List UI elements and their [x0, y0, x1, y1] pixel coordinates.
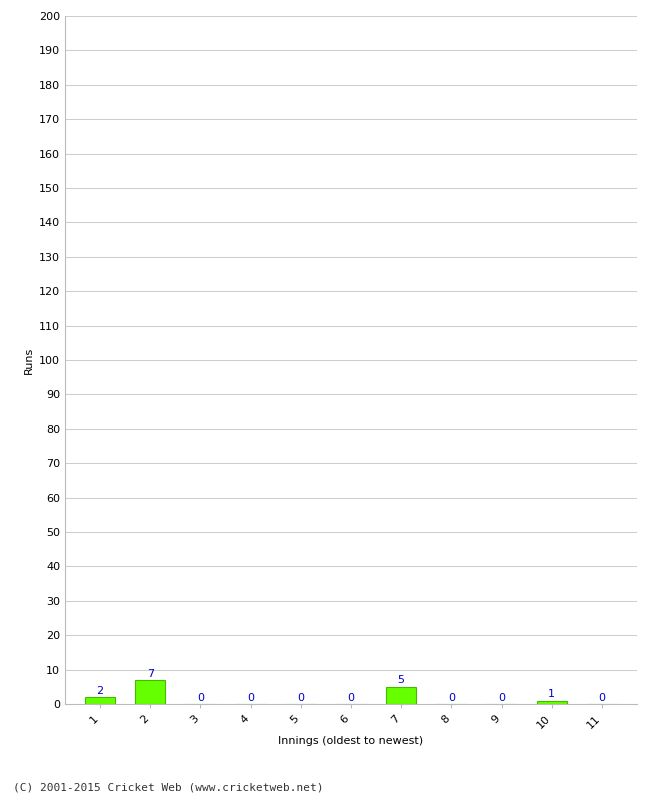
Bar	[135, 680, 165, 704]
Y-axis label: Runs: Runs	[23, 346, 33, 374]
Text: (C) 2001-2015 Cricket Web (www.cricketweb.net): (C) 2001-2015 Cricket Web (www.cricketwe…	[13, 782, 324, 792]
X-axis label: Innings (oldest to newest): Innings (oldest to newest)	[278, 735, 424, 746]
Text: 0: 0	[297, 693, 304, 702]
Text: 0: 0	[599, 693, 605, 702]
Text: 0: 0	[348, 693, 354, 702]
Text: 0: 0	[197, 693, 204, 702]
Bar	[386, 686, 416, 704]
Bar	[85, 697, 115, 704]
Text: 0: 0	[498, 693, 505, 702]
Text: 2: 2	[97, 686, 104, 696]
Text: 0: 0	[448, 693, 455, 702]
Text: 1: 1	[548, 689, 555, 699]
Text: 5: 5	[398, 675, 405, 686]
Text: 7: 7	[147, 669, 154, 678]
Bar	[537, 701, 567, 704]
Text: 0: 0	[247, 693, 254, 702]
